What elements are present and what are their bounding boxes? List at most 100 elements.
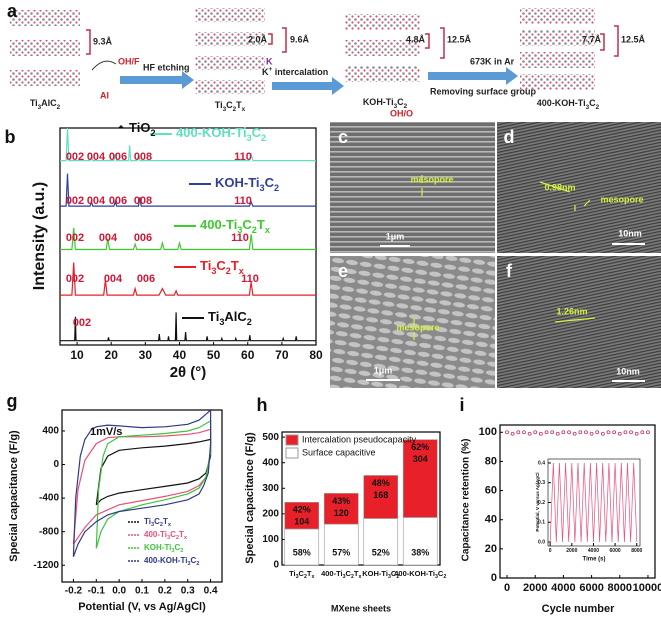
schematic-label: KOH-Ti3C2 [363,97,408,110]
y-tick-label: 40 [485,514,497,526]
bar-segment [363,518,399,566]
schematic-label: OH/F [118,56,140,66]
y-tick-label: 400 [262,457,279,468]
marker-label: TiO2 [129,120,156,138]
spacing-bracket [268,27,287,53]
panel-label: g [7,391,18,411]
x-tick-label: 6000 [610,548,621,554]
scale-label: 1μm [374,365,393,375]
x-tick-label: 60 [241,348,255,362]
data-point [544,430,549,435]
peak-label: 004 [87,151,106,163]
legend-label: 400-Ti3C2Tx [144,530,188,541]
y-axis-label: Capacitance retention (%) [461,439,472,562]
legend-label: Ti3C2Tx [200,258,244,276]
y-tick-label: 100 [479,426,497,438]
bar-segment [284,528,320,566]
data-point [595,430,600,435]
x-tick-label: 0 [504,582,510,594]
x-axis-label: Cycle number [542,603,615,615]
x-tick-label: 10000 [633,582,661,594]
schematic-label: K [266,56,273,66]
y-tick-label: 200 [262,508,279,519]
data-point [561,430,566,435]
legend-label: Surface capacitive [302,447,376,457]
bar-segment [363,475,399,519]
x-tick-label: 400-Ti3C2Tx [321,569,361,580]
y-tick-label: 0.4 [538,460,545,466]
y-tick-label: 80 [485,455,497,467]
legend-label: 400-KOH-Ti3C2 [176,125,266,143]
schematic-label: Ti3AlC2 [30,98,61,111]
schematic-label: 12.5Å [447,34,472,44]
image-annotation: mesopore [600,194,643,204]
peak-label: 006 [109,151,127,163]
y-axis-label: Potential, V versus Ag/AgCl [535,472,540,531]
slab [195,56,265,70]
data-point [606,430,611,435]
x-axis-label: MXene sheets [331,603,391,613]
x-tick-label: 8000 [608,582,632,594]
peak-label: 004 [99,232,118,244]
percent-label: 38% [411,547,429,557]
data-point [510,431,515,436]
value-label: 168 [373,490,388,500]
slab [520,52,595,68]
y-tick-label: 60 [485,484,497,496]
y-tick-label: 400 [42,426,59,437]
data-point [533,430,538,435]
schematic-label: Al [100,90,109,100]
scale-label: 10nm [618,228,642,238]
series-line [60,173,316,207]
y-tick-label: 0.0 [538,539,545,545]
panel-label: f [506,261,513,281]
slab [195,80,265,94]
x-tick-label: KOH-Ti3C2 [362,569,399,580]
schematic-label: 9.3Å [93,36,113,46]
bar-segment [323,523,359,566]
y-axis-label: Special capacitance (F/g) [244,432,256,564]
x-tick-label: 0.0 [112,586,126,597]
peak-label: 002 [66,151,84,163]
x-tick-label: 40 [173,348,187,362]
panel-label: c [338,127,348,147]
bar-segment [284,502,320,530]
series-line [60,127,316,162]
data-point [522,430,526,435]
x-tick-label: 80 [309,348,323,362]
scale-label: 1μm [386,231,405,241]
panel-label: b [5,127,16,147]
data-point [617,431,622,436]
peak-label: 110 [234,195,252,207]
x-tick-label: 8000 [631,548,642,554]
schematic-label: K+ intercalation [262,66,328,77]
peak-label: 110 [234,151,252,163]
x-tick-label: 70 [275,348,289,362]
legend-swatch [285,447,299,459]
panel-label: h [257,395,268,415]
series-line [549,462,638,543]
schematic-label: 400-KOH-Ti3C2 [537,98,600,111]
data-point [527,431,532,436]
schematic-label: 9.6Å [290,34,310,44]
y-tick-label: 0 [273,560,279,571]
y-tick-label: 0.3 [538,480,545,486]
x-tick-label: 0.1 [135,586,149,597]
peak-label: 002 [66,195,84,207]
schematic-label: OH/O [390,108,413,118]
data-point [572,431,577,436]
peak-label: 006 [134,232,152,244]
x-tick-label: 2000 [566,548,577,554]
bar-segment [323,493,359,525]
data-point [555,431,560,436]
y-tick-label: 0 [53,459,59,470]
x-tick-label: 20 [105,348,119,362]
peak-label: 110 [231,232,249,244]
percent-label: 52% [372,547,390,557]
schematic-label: 7.7Å [582,34,602,44]
slab [195,8,265,22]
slab [345,14,420,30]
y-axis-label: Intensity (a.u.) [31,182,48,290]
x-axis-label: Time (s) [583,557,606,563]
scale-label: 10nm [616,366,640,376]
